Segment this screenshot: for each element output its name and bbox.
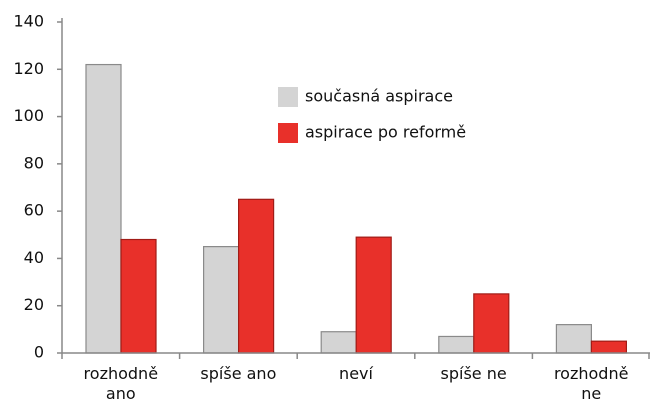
y-tick-label: 120 <box>13 59 44 78</box>
bar <box>203 246 240 354</box>
x-tick-label: spíše ne <box>440 364 507 383</box>
bar <box>555 324 593 354</box>
bar <box>590 340 628 354</box>
bar <box>85 63 122 354</box>
legend-label: aspirace po reformě <box>305 123 466 142</box>
x-tick-label: spíše ano <box>200 364 277 383</box>
y-tick-label: 100 <box>13 106 44 125</box>
bar <box>473 293 510 354</box>
bar <box>355 236 392 354</box>
bar <box>238 198 275 354</box>
legend-swatch <box>278 87 298 107</box>
x-tick-label: rozhodně ne <box>553 364 629 403</box>
y-tick-label: 60 <box>24 201 44 220</box>
x-tick-label: neví <box>339 364 373 383</box>
y-tick-label: 0 <box>34 343 44 362</box>
legend-swatch <box>278 123 298 143</box>
y-tick-label: 140 <box>13 12 44 31</box>
y-tick-label: 20 <box>24 295 44 314</box>
y-tick-label: 80 <box>24 153 44 172</box>
y-tick-label: 40 <box>24 248 44 267</box>
legend-label: současná aspirace <box>305 87 453 106</box>
x-tick-label: rozhodně ano <box>83 364 159 403</box>
bar <box>438 335 475 354</box>
bar <box>120 238 157 354</box>
bar <box>320 331 357 354</box>
